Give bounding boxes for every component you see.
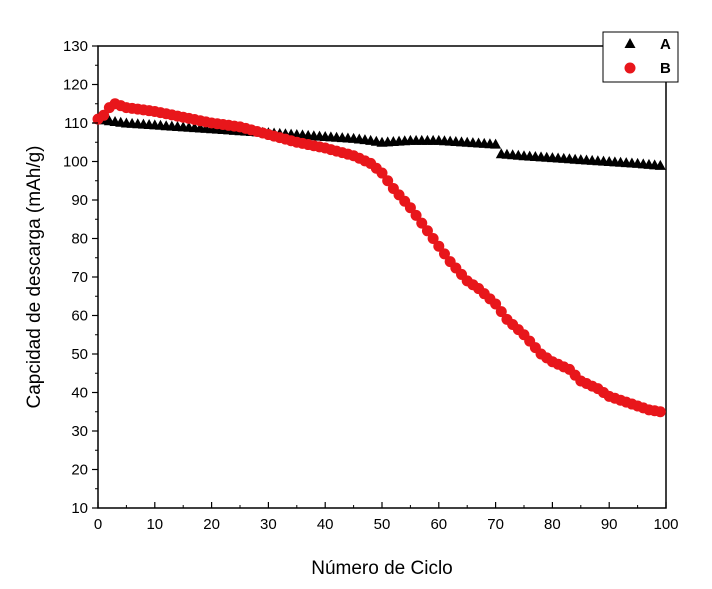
x-tick-label-5: 50	[374, 516, 391, 533]
series-b-point-59	[427, 233, 439, 244]
x-tick-label-2: 20	[203, 516, 220, 533]
series-b-point-55	[404, 202, 416, 214]
x-axis: 0 10 20 30 40 50 60 70 80 90 100	[94, 502, 679, 533]
y-tick-label-5: 60	[71, 308, 88, 325]
legend-label-b: B	[660, 60, 671, 77]
series-a-point-70	[490, 138, 502, 149]
legend-marker-b	[624, 62, 636, 74]
series-a-markers	[92, 113, 666, 170]
x-tick-label-4: 40	[317, 516, 334, 533]
series-b-markers	[92, 98, 666, 418]
plot-area	[92, 45, 667, 509]
x-tick-label-6: 60	[430, 516, 447, 533]
x-tick-label-3: 30	[260, 516, 277, 533]
x-tick-label-10: 100	[653, 516, 678, 533]
y-tick-label-11: 120	[63, 77, 88, 94]
x-tick-label-8: 80	[544, 516, 561, 533]
series-b-point-56	[410, 209, 422, 221]
x-tick-label-1: 10	[146, 516, 163, 533]
series-b-point-99	[654, 406, 666, 418]
series-b-point-1	[98, 109, 110, 121]
y-tick-label-3: 40	[71, 385, 88, 402]
series-a-point-99	[654, 159, 666, 170]
series-b-point-61	[438, 248, 450, 260]
y-tick-label-10: 110	[64, 115, 88, 132]
y-tick-label-9: 100	[63, 154, 88, 171]
x-axis-title: Número de Ciclo	[311, 558, 453, 579]
y-tick-label-1: 20	[71, 462, 88, 479]
y-tick-label-7: 80	[71, 231, 88, 248]
y-tick-label-2: 30	[71, 423, 88, 440]
y-tick-label-12: 130	[63, 38, 88, 55]
legend-box	[602, 31, 679, 83]
legend-marker-a	[624, 38, 636, 48]
series-b-point-71	[495, 306, 507, 318]
x-tick-label-7: 70	[487, 516, 504, 533]
series-b-point-50	[376, 167, 388, 179]
series-b-point-70	[490, 298, 502, 310]
y-tick-label-8: 90	[71, 192, 88, 209]
x-tick-label-0: 0	[94, 516, 102, 533]
legend-label-a: A	[660, 36, 671, 53]
series-b-point-58	[421, 225, 433, 237]
y-tick-label-6: 70	[71, 269, 88, 286]
x-tick-label-9: 90	[601, 516, 618, 533]
y-tick-label-0: 10	[71, 500, 88, 517]
legend: A B	[602, 31, 679, 83]
y-axis-title: Capcidad de descarga (mAh/g)	[24, 146, 45, 409]
y-axis: 10 20 30 40 50 60 70 80 90 100 110 120 130	[63, 38, 98, 517]
series-b-point-51	[382, 175, 394, 187]
y-tick-label-4: 50	[71, 346, 88, 363]
series-b-point-60	[433, 240, 445, 252]
series-b-point-57	[416, 217, 428, 229]
